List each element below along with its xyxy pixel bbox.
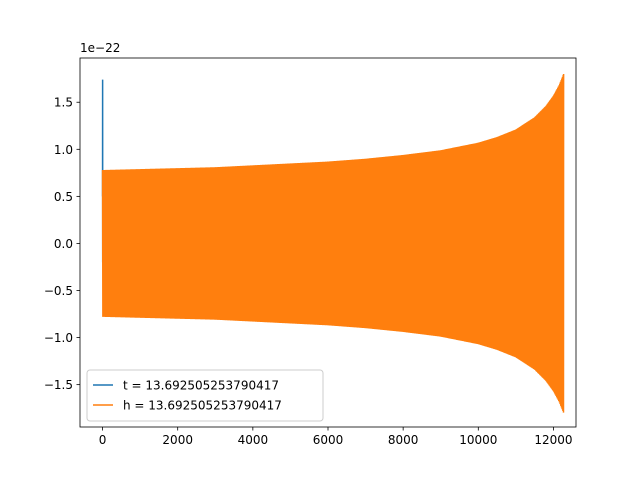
y-tick-label: 0.5 [54, 190, 73, 204]
series-group [101, 73, 565, 413]
series-line-h [101, 73, 565, 413]
x-tick-label: 12000 [534, 433, 572, 447]
x-tick-label: 0 [99, 433, 107, 447]
y-tick-label: −1.0 [44, 331, 73, 345]
legend-label: t = 13.692505253790417 [123, 379, 279, 393]
legend-label: h = 13.692505253790417 [123, 399, 282, 413]
y-axis-scale-label: 1e−22 [80, 41, 120, 55]
x-tick-label: 2000 [162, 433, 193, 447]
x-tick-label: 6000 [313, 433, 344, 447]
x-tick-label: 4000 [238, 433, 269, 447]
y-tick-label: 0.0 [54, 237, 73, 251]
y-tick-label: −1.5 [44, 378, 73, 392]
y-tick-label: 1.0 [54, 143, 73, 157]
legend-box [86, 369, 324, 422]
y-tick-label: −0.5 [44, 284, 73, 298]
axes: 0 2000 4000 6000 8000 10000 12000 −1.5 −1.0 −0.5 0… [44, 57, 577, 447]
legend: t = 13.692505253790417 h = 13.69250525379… [86, 369, 324, 422]
plot-area [101, 73, 565, 413]
x-tick-label: 10000 [459, 433, 497, 447]
x-tick-label: 8000 [388, 433, 419, 447]
y-tick-label: 1.5 [54, 96, 73, 110]
